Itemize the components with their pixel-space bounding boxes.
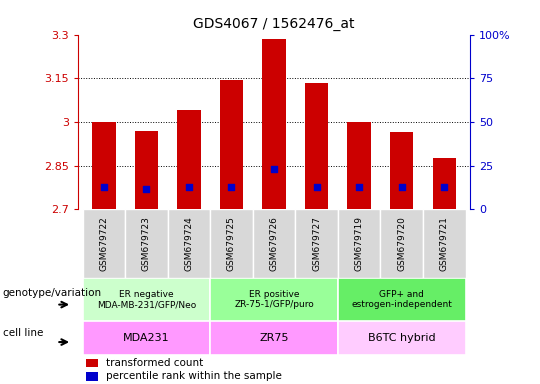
Bar	[210, 278, 338, 321]
Bar	[220, 80, 243, 209]
Point	[440, 184, 449, 190]
Point	[99, 184, 108, 190]
Point	[397, 184, 406, 190]
Text: GSM679721: GSM679721	[440, 217, 449, 271]
Text: MDA231: MDA231	[123, 333, 170, 343]
Point	[355, 184, 363, 190]
Text: GSM679720: GSM679720	[397, 217, 406, 271]
Text: transformed count: transformed count	[106, 358, 203, 368]
Text: percentile rank within the sample: percentile rank within the sample	[106, 371, 281, 381]
Point	[142, 186, 151, 192]
Point	[270, 166, 279, 172]
Bar	[86, 372, 98, 381]
Bar	[338, 321, 465, 355]
Point	[312, 184, 321, 190]
Text: GSM679727: GSM679727	[312, 217, 321, 271]
Text: ER negative
MDA-MB-231/GFP/Neo: ER negative MDA-MB-231/GFP/Neo	[97, 290, 196, 309]
Text: GSM679724: GSM679724	[185, 217, 193, 271]
Text: ZR75: ZR75	[259, 333, 289, 343]
Point	[227, 184, 236, 190]
Text: B6TC hybrid: B6TC hybrid	[368, 333, 436, 343]
Text: genotype/variation: genotype/variation	[3, 288, 102, 298]
Bar	[262, 39, 286, 209]
Bar	[295, 209, 338, 278]
Bar	[86, 359, 98, 367]
Bar	[83, 278, 210, 321]
Bar	[381, 209, 423, 278]
Title: GDS4067 / 1562476_at: GDS4067 / 1562476_at	[193, 17, 355, 31]
Bar	[305, 83, 328, 209]
Text: GSM679723: GSM679723	[142, 217, 151, 271]
Text: GSM679719: GSM679719	[355, 216, 363, 271]
Bar	[338, 278, 465, 321]
Text: GSM679726: GSM679726	[269, 217, 279, 271]
Bar	[433, 158, 456, 209]
Bar	[83, 321, 210, 355]
Bar	[167, 209, 210, 278]
Point	[185, 184, 193, 190]
Text: ER positive
ZR-75-1/GFP/puro: ER positive ZR-75-1/GFP/puro	[234, 290, 314, 309]
Bar	[92, 122, 116, 209]
Bar	[83, 209, 125, 278]
Bar	[390, 132, 414, 209]
Text: cell line: cell line	[3, 328, 43, 338]
Text: GSM679725: GSM679725	[227, 217, 236, 271]
Bar	[347, 122, 371, 209]
Bar	[253, 209, 295, 278]
Bar	[177, 110, 201, 209]
Bar	[338, 209, 381, 278]
Text: GSM679722: GSM679722	[99, 217, 109, 271]
Bar	[210, 321, 338, 355]
Text: GFP+ and
estrogen-independent: GFP+ and estrogen-independent	[352, 290, 452, 309]
Bar	[134, 131, 158, 209]
Bar	[423, 209, 465, 278]
Bar	[125, 209, 167, 278]
Bar	[210, 209, 253, 278]
